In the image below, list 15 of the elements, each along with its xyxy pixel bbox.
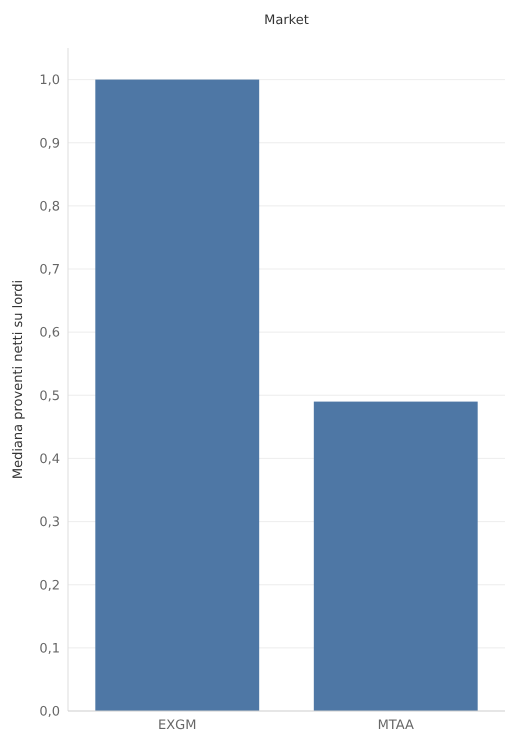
y-tick-label: 0,9: [39, 136, 60, 152]
y-tick-label: 0,4: [39, 452, 60, 467]
chart-title: Market: [264, 13, 309, 28]
y-tick-label: 0,3: [39, 515, 60, 530]
y-tick-label: 1,0: [39, 73, 60, 88]
y-tick-label: 0,8: [39, 199, 60, 214]
y-tick-label: 0,5: [39, 388, 60, 404]
x-tick-label: MTAA: [378, 718, 414, 733]
y-tick-label: 0,7: [39, 262, 60, 278]
y-tick-label: 0,2: [39, 578, 60, 594]
y-tick-label: 0,1: [39, 641, 60, 656]
y-axis-title: Mediana proventi netti su lordi: [11, 280, 26, 480]
y-tick-label: 0,0: [39, 704, 60, 720]
x-tick-label: EXGM: [158, 718, 196, 733]
y-tick-label: 0,6: [39, 326, 60, 341]
